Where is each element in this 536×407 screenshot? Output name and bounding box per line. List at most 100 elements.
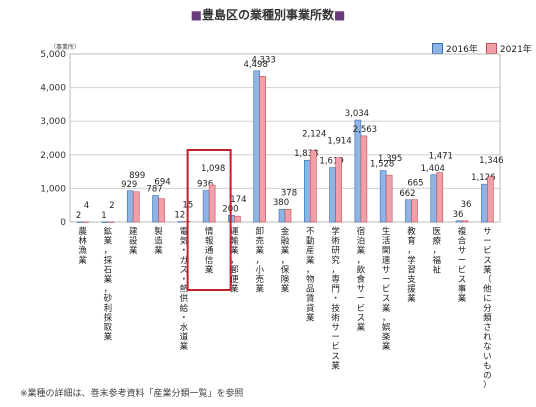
bar-2016 [379, 170, 387, 223]
category-label-char: 分 [483, 304, 492, 314]
y-tick-label: 4,000 [40, 84, 66, 94]
category-label-char: 産 [306, 245, 315, 256]
bar-2021 [107, 221, 115, 223]
category-label-char: ） [483, 380, 492, 391]
category-label-char: 複 [458, 226, 467, 237]
category-label-char: 融 [281, 236, 290, 247]
category-label-char: 通 [205, 245, 214, 256]
category-label-char: 業 [255, 284, 264, 295]
bar-2021 [259, 76, 267, 223]
data-label-2021: 1,395 [378, 154, 402, 164]
data-label-2021: 378 [281, 188, 297, 198]
data-label-2021: 4,333 [252, 55, 276, 65]
category-label-char: 信 [205, 255, 214, 266]
category-label-char: ー [357, 294, 366, 304]
category-label-char: 農 [78, 226, 87, 237]
data-label-2016: 1,838 [294, 149, 318, 159]
bar-2016 [455, 220, 463, 223]
category-label-char: 業 [382, 341, 391, 352]
category-label-char: 業 [331, 360, 340, 371]
category-label-char: 飲 [357, 264, 366, 275]
category-label-char: ， [104, 246, 113, 256]
category-label-char: 製 [154, 226, 163, 237]
category-label-char: 林 [78, 236, 87, 247]
category-label-char: 不 [306, 227, 315, 237]
category-label-char: 小 [255, 264, 264, 275]
category-label-char: の [483, 371, 492, 381]
bar-2021 [284, 208, 292, 223]
category-label-char: 類 [483, 312, 492, 323]
y-tick-label: 1,000 [40, 184, 66, 194]
category-label-char: 業 [255, 245, 264, 256]
data-label-2016: 380 [273, 198, 289, 208]
data-label-2016: 12 [174, 211, 185, 221]
bar-2021 [158, 198, 165, 223]
category-label-char: 金 [281, 226, 290, 237]
category-label-char: 宿 [357, 226, 366, 237]
data-label-2016: 1,126 [471, 173, 495, 183]
category-label-char: サ [382, 265, 391, 275]
category-label-char: 気 [180, 236, 189, 247]
category-label-char: ・ [180, 275, 189, 285]
bar-2016 [278, 208, 286, 223]
data-label-2021: 174 [230, 195, 246, 205]
category-label-char: ， [104, 285, 113, 295]
legend: 2016年 2021年 [432, 42, 532, 55]
category-label-char: 保 [281, 264, 290, 275]
category-label-char: ー [458, 256, 467, 266]
category-label-char: 業 [154, 245, 163, 256]
category-label-char: 品 [306, 285, 315, 295]
data-label-2016: 1,528 [370, 160, 394, 170]
data-label-2016: 4,498 [244, 60, 268, 70]
category-label-char: 祉 [433, 264, 442, 275]
category-label-char: 育 [407, 236, 416, 247]
data-label-2021: 2,563 [353, 125, 377, 135]
y-tick-label: 5,000 [40, 50, 66, 60]
data-label-2016: 662 [399, 189, 415, 199]
category-label-char: 療 [433, 236, 442, 247]
category-label-char: 業 [382, 303, 391, 314]
data-label-2021: 694 [154, 178, 170, 188]
category-label-char: ビ [331, 342, 340, 352]
data-label-2021: 665 [407, 179, 423, 189]
category-label-char: 研 [331, 246, 340, 256]
category-label-char: に [483, 294, 492, 304]
data-label-2016: 3,034 [345, 109, 369, 119]
category-label-char: サ [331, 323, 340, 333]
category-label-char: 医 [433, 227, 442, 237]
category-label-char: 電 [180, 227, 189, 237]
bar-2021 [309, 150, 317, 223]
category-label-char: ス [331, 352, 340, 362]
category-label-char: 技 [331, 303, 340, 314]
category-label-char: 活 [382, 236, 391, 247]
category-label-char: 支 [407, 274, 416, 285]
category-label-char: ス [357, 313, 366, 323]
category-label-char: 利 [104, 303, 113, 314]
category-label-char: 採 [104, 312, 113, 323]
category-label-char: 熱 [180, 284, 189, 295]
category-label-char: 業 [483, 264, 492, 275]
category-label-char: 合 [458, 236, 467, 247]
category-label-char: 業 [281, 245, 290, 256]
y-tick-label: 2,000 [40, 151, 66, 161]
category-label-char: ー [331, 333, 340, 343]
category-label-char: 報 [205, 237, 214, 247]
category-label-char: ガ [180, 255, 189, 266]
bar-2016 [76, 221, 83, 223]
category-label-char: 業 [78, 255, 87, 266]
data-label-2016: 1 [101, 211, 106, 221]
category-label-char: 石 [104, 265, 113, 275]
category-label-char: 術 [331, 312, 340, 323]
category-label-char: ， [255, 256, 264, 266]
category-label-char: 情 [205, 226, 214, 237]
category-label-char: 教 [407, 226, 416, 237]
category-label-char: 学 [331, 226, 340, 237]
data-label-2021: 2 [109, 201, 114, 211]
category-label-char: ， [433, 246, 442, 256]
data-label-2016: 1,619 [319, 157, 343, 167]
category-label-char: 供 [180, 293, 189, 304]
category-label-char: 卸 [255, 226, 264, 237]
category-label-char: 物 [306, 274, 315, 285]
footnote: ※業種の詳細は、巻末参考資料「産業分類一覧」を参照 [20, 389, 244, 399]
